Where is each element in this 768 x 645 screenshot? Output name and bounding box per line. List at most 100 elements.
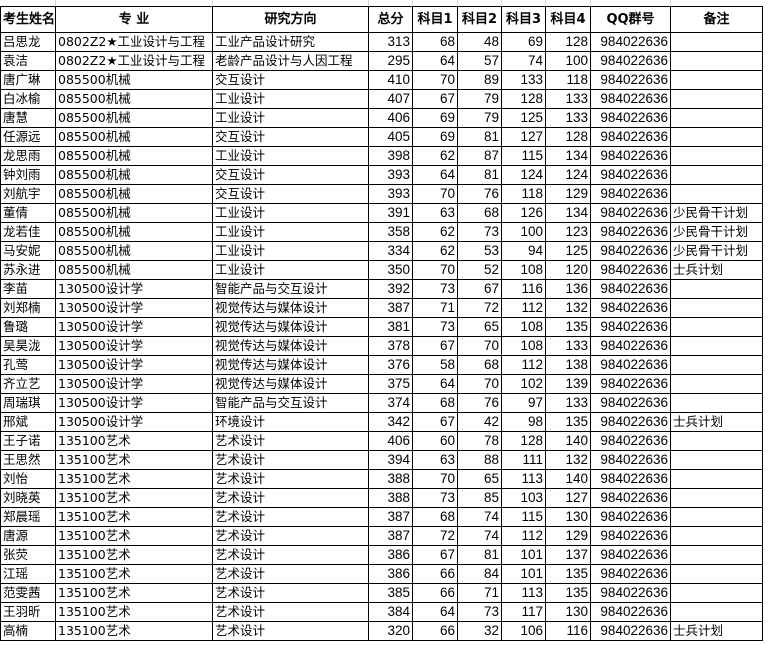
cell-total[interactable]: 295 bbox=[368, 51, 413, 71]
cell-name[interactable]: 高楠 bbox=[0, 621, 56, 641]
cell-name[interactable]: 董倩 bbox=[0, 203, 56, 223]
cell-major[interactable]: 0802Z2★工业设计与工程 bbox=[55, 51, 213, 71]
cell-qq-group[interactable]: 984022636 bbox=[590, 260, 671, 280]
cell-subject1[interactable]: 70 bbox=[412, 260, 458, 280]
cell-subject1[interactable]: 73 bbox=[412, 279, 458, 299]
cell-subject3[interactable]: 101 bbox=[501, 564, 546, 584]
cell-qq-group[interactable]: 984022636 bbox=[590, 203, 671, 223]
cell-direction[interactable]: 视觉传达与媒体设计 bbox=[212, 298, 369, 318]
cell-name[interactable]: 王羽昕 bbox=[0, 602, 56, 622]
cell-direction[interactable]: 智能产品与交互设计 bbox=[212, 279, 369, 299]
cell-subject1[interactable]: 67 bbox=[412, 89, 458, 109]
cell-name[interactable]: 龙思雨 bbox=[0, 146, 56, 166]
cell-direction[interactable]: 艺术设计 bbox=[212, 545, 369, 565]
cell-name[interactable]: 吕思龙 bbox=[0, 32, 56, 52]
cell-major[interactable]: 085500机械 bbox=[55, 165, 213, 185]
cell-subject4[interactable]: 125 bbox=[545, 241, 591, 261]
cell-direction[interactable]: 环境设计 bbox=[212, 412, 369, 432]
cell-total[interactable]: 394 bbox=[368, 450, 413, 470]
cell-direction[interactable]: 视觉传达与媒体设计 bbox=[212, 355, 369, 375]
cell-name[interactable]: 唐慧 bbox=[0, 108, 56, 128]
cell-direction[interactable]: 视觉传达与媒体设计 bbox=[212, 336, 369, 356]
cell-remarks[interactable] bbox=[670, 355, 763, 375]
cell-total[interactable]: 386 bbox=[368, 564, 413, 584]
cell-name[interactable]: 袁洁 bbox=[0, 51, 56, 71]
cell-total[interactable]: 388 bbox=[368, 469, 413, 489]
cell-direction[interactable]: 工业设计 bbox=[212, 203, 369, 223]
cell-major[interactable]: 130500设计学 bbox=[55, 355, 213, 375]
cell-total[interactable]: 388 bbox=[368, 488, 413, 508]
cell-major[interactable]: 135100艺术 bbox=[55, 507, 213, 527]
cell-subject2[interactable]: 70 bbox=[457, 336, 502, 356]
cell-subject3[interactable]: 113 bbox=[501, 469, 546, 489]
cell-direction[interactable]: 智能产品与交互设计 bbox=[212, 393, 369, 413]
cell-name[interactable]: 龙若佳 bbox=[0, 222, 56, 242]
cell-subject3[interactable]: 117 bbox=[501, 602, 546, 622]
cell-direction[interactable]: 艺术设计 bbox=[212, 469, 369, 489]
cell-name[interactable]: 吴昊泷 bbox=[0, 336, 56, 356]
cell-subject3[interactable]: 103 bbox=[501, 488, 546, 508]
cell-qq-group[interactable]: 984022636 bbox=[590, 51, 671, 71]
header-total[interactable]: 总分 bbox=[368, 6, 413, 33]
cell-subject2[interactable]: 52 bbox=[457, 260, 502, 280]
cell-subject3[interactable]: 101 bbox=[501, 545, 546, 565]
cell-name[interactable]: 周瑞琪 bbox=[0, 393, 56, 413]
cell-subject2[interactable]: 42 bbox=[457, 412, 502, 432]
cell-subject2[interactable]: 67 bbox=[457, 279, 502, 299]
cell-subject4[interactable]: 129 bbox=[545, 526, 591, 546]
cell-subject1[interactable]: 64 bbox=[412, 51, 458, 71]
cell-subject1[interactable]: 68 bbox=[412, 32, 458, 52]
cell-direction[interactable]: 艺术设计 bbox=[212, 431, 369, 451]
cell-qq-group[interactable]: 984022636 bbox=[590, 32, 671, 52]
cell-subject2[interactable]: 65 bbox=[457, 317, 502, 337]
cell-subject3[interactable]: 102 bbox=[501, 374, 546, 394]
cell-subject2[interactable]: 81 bbox=[457, 165, 502, 185]
cell-name[interactable]: 邢斌 bbox=[0, 412, 56, 432]
cell-subject3[interactable]: 127 bbox=[501, 127, 546, 147]
cell-subject1[interactable]: 67 bbox=[412, 336, 458, 356]
cell-subject4[interactable]: 116 bbox=[545, 621, 591, 641]
cell-name[interactable]: 王子诺 bbox=[0, 431, 56, 451]
cell-subject2[interactable]: 76 bbox=[457, 184, 502, 204]
cell-subject3[interactable]: 112 bbox=[501, 298, 546, 318]
cell-name[interactable]: 刘郑楠 bbox=[0, 298, 56, 318]
cell-subject3[interactable]: 74 bbox=[501, 51, 546, 71]
cell-remarks[interactable] bbox=[670, 469, 763, 489]
cell-subject3[interactable]: 125 bbox=[501, 108, 546, 128]
cell-subject1[interactable]: 64 bbox=[412, 374, 458, 394]
cell-subject1[interactable]: 70 bbox=[412, 70, 458, 90]
cell-direction[interactable]: 工业设计 bbox=[212, 241, 369, 261]
cell-subject3[interactable]: 111 bbox=[501, 450, 546, 470]
header-subject3[interactable]: 科目3 bbox=[501, 6, 546, 33]
cell-name[interactable]: 唐广琳 bbox=[0, 70, 56, 90]
cell-remarks[interactable] bbox=[670, 51, 763, 71]
cell-qq-group[interactable]: 984022636 bbox=[590, 393, 671, 413]
cell-remarks[interactable] bbox=[670, 507, 763, 527]
header-name[interactable]: 考生姓名 bbox=[0, 6, 56, 33]
cell-subject3[interactable]: 106 bbox=[501, 621, 546, 641]
cell-name[interactable]: 郑晨瑶 bbox=[0, 507, 56, 527]
cell-remarks[interactable] bbox=[670, 602, 763, 622]
cell-total[interactable]: 407 bbox=[368, 89, 413, 109]
cell-remarks[interactable]: 少民骨干计划 bbox=[670, 241, 763, 261]
cell-name[interactable]: 孔莺 bbox=[0, 355, 56, 375]
cell-major[interactable]: 135100艺术 bbox=[55, 431, 213, 451]
cell-total[interactable]: 391 bbox=[368, 203, 413, 223]
cell-major[interactable]: 130500设计学 bbox=[55, 393, 213, 413]
cell-subject2[interactable]: 73 bbox=[457, 222, 502, 242]
cell-subject4[interactable]: 137 bbox=[545, 545, 591, 565]
cell-major[interactable]: 135100艺术 bbox=[55, 602, 213, 622]
cell-remarks[interactable] bbox=[670, 32, 763, 52]
cell-subject4[interactable]: 135 bbox=[545, 564, 591, 584]
cell-subject4[interactable]: 136 bbox=[545, 279, 591, 299]
cell-subject4[interactable]: 140 bbox=[545, 431, 591, 451]
cell-subject3[interactable]: 115 bbox=[501, 146, 546, 166]
cell-major[interactable]: 130500设计学 bbox=[55, 374, 213, 394]
cell-remarks[interactable] bbox=[670, 89, 763, 109]
cell-subject1[interactable]: 63 bbox=[412, 450, 458, 470]
cell-subject4[interactable]: 132 bbox=[545, 450, 591, 470]
cell-qq-group[interactable]: 984022636 bbox=[590, 488, 671, 508]
cell-subject2[interactable]: 74 bbox=[457, 526, 502, 546]
cell-name[interactable]: 苏永进 bbox=[0, 260, 56, 280]
cell-total[interactable]: 393 bbox=[368, 184, 413, 204]
